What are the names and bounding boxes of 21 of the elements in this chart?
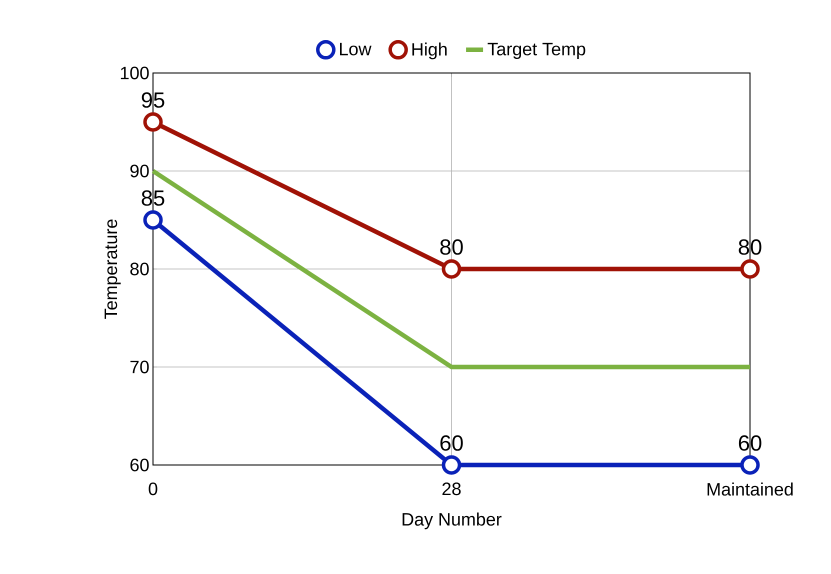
y-tick-label: 90 <box>130 164 149 178</box>
point <box>442 259 462 279</box>
legend-label: Target Temp <box>488 42 586 59</box>
y-tick-label: 80 <box>130 262 149 276</box>
x-tick-label: 28 <box>442 482 461 496</box>
data-label: 60 <box>440 435 463 451</box>
point <box>740 259 760 279</box>
x-tick-label: 0 <box>148 482 158 496</box>
data-label: 80 <box>440 239 463 255</box>
point <box>442 455 462 475</box>
y-tick-label: 100 <box>120 66 149 80</box>
x-axis-title: Day Number <box>402 512 502 530</box>
y-axis-title: Temperature <box>104 219 121 319</box>
point <box>740 455 760 475</box>
legend-label: Low <box>340 42 372 56</box>
point <box>143 210 163 230</box>
legend-label: High <box>412 42 447 60</box>
x-tick-label: Maintained <box>708 482 793 496</box>
point <box>143 112 163 132</box>
y-tick-label: 70 <box>130 360 149 374</box>
y-tick-label: 60 <box>130 458 149 472</box>
